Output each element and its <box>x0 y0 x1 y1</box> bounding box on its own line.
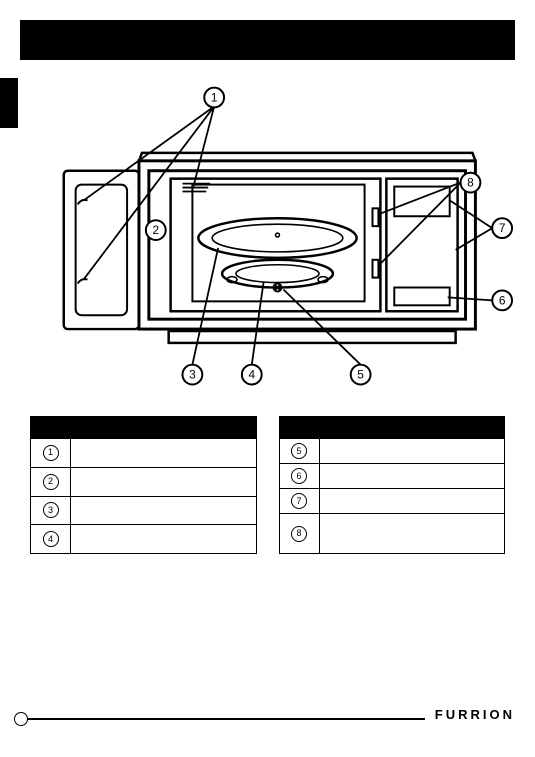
part-name-cell <box>319 439 505 464</box>
svg-text:8: 8 <box>467 176 474 190</box>
part-name-cell <box>71 467 257 496</box>
callout-1: 1 <box>204 88 224 108</box>
part-name-cell <box>71 496 257 525</box>
svg-text:4: 4 <box>248 368 255 382</box>
circled-number: 6 <box>291 468 307 484</box>
part-name-cell <box>71 525 257 554</box>
microwave-diagram: 1 2 3 4 5 6 7 8 <box>40 80 515 400</box>
diagram-svg: 1 2 3 4 5 6 7 8 <box>40 80 515 400</box>
table-row: 2 <box>31 467 257 496</box>
part-name-cell <box>319 464 505 489</box>
header-bar <box>20 20 515 60</box>
side-tab <box>0 78 18 128</box>
callout-6: 6 <box>492 290 512 310</box>
part-number-cell: 1 <box>31 439 71 468</box>
table-row: 8 <box>279 514 505 554</box>
part-name-cell <box>319 514 505 554</box>
circled-number: 7 <box>291 493 307 509</box>
table-row: 6 <box>279 464 505 489</box>
th-part <box>71 417 257 439</box>
svg-text:6: 6 <box>499 293 506 307</box>
circled-number: 1 <box>43 445 59 461</box>
part-number-cell: 3 <box>31 496 71 525</box>
circled-number: 2 <box>43 474 59 490</box>
circled-number: 3 <box>43 502 59 518</box>
brand-logo: FURRION <box>425 707 515 722</box>
callout-7: 7 <box>492 218 512 238</box>
part-number-cell: 4 <box>31 525 71 554</box>
part-number-cell: 8 <box>279 514 319 554</box>
callout-3: 3 <box>183 365 203 385</box>
table-row: 4 <box>31 525 257 554</box>
th-no <box>279 417 319 439</box>
circled-number: 4 <box>43 531 59 547</box>
table-row: 5 <box>279 439 505 464</box>
part-name-cell <box>71 439 257 468</box>
callout-8: 8 <box>461 173 481 193</box>
circled-number: 8 <box>291 526 307 542</box>
part-number-cell: 2 <box>31 467 71 496</box>
circled-number: 5 <box>291 443 307 459</box>
th-no <box>31 417 71 439</box>
part-number-cell: 5 <box>279 439 319 464</box>
callout-4: 4 <box>242 365 262 385</box>
svg-text:1: 1 <box>211 90 218 104</box>
table-row: 7 <box>279 489 505 514</box>
svg-text:2: 2 <box>152 223 159 237</box>
footer-bullet <box>14 712 28 726</box>
table-row: 3 <box>31 496 257 525</box>
parts-table-left: 1 2 3 4 <box>30 416 257 554</box>
th-part <box>319 417 505 439</box>
part-number-cell: 7 <box>279 489 319 514</box>
svg-text:7: 7 <box>499 221 506 235</box>
callout-5: 5 <box>351 365 371 385</box>
svg-text:3: 3 <box>189 368 196 382</box>
footer: FURRION <box>20 709 515 729</box>
part-number-cell: 6 <box>279 464 319 489</box>
parts-table-right: 5 6 7 8 <box>279 416 506 554</box>
part-name-cell <box>319 489 505 514</box>
callout-2: 2 <box>146 220 166 240</box>
svg-text:5: 5 <box>357 368 364 382</box>
table-row: 1 <box>31 439 257 468</box>
parts-tables: 1 2 3 4 5 6 7 8 <box>30 416 505 554</box>
